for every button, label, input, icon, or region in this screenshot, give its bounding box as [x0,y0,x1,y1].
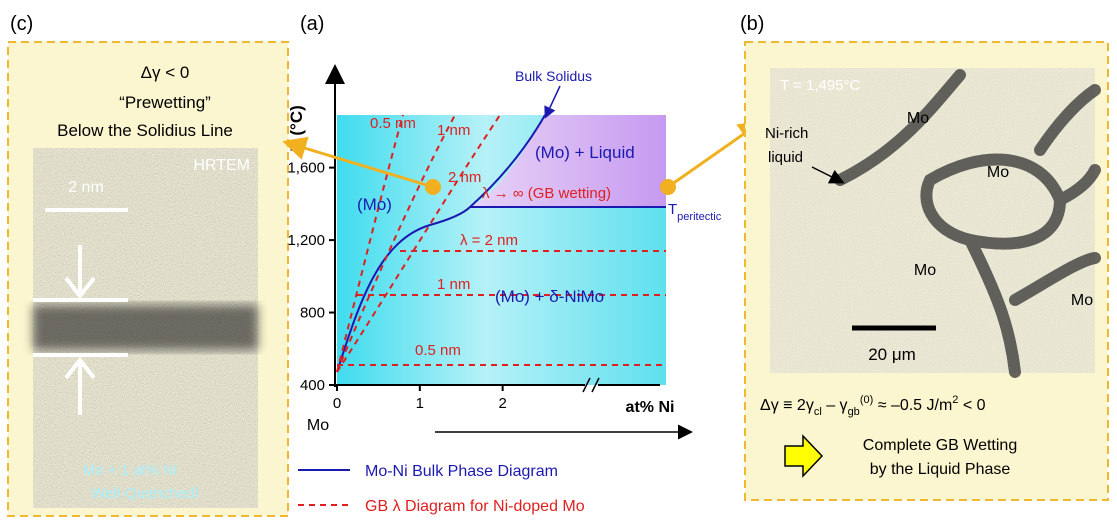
y-tick-label: 1,600 [287,160,325,177]
phase-label: (Mo) [357,195,392,214]
eq-sub: cl [814,406,822,418]
t-main: T [668,201,677,218]
condition: “Prewetting” [119,93,211,112]
scale-label: 20 μm [868,345,916,364]
scale-label: 2 nm [68,179,104,196]
figure: (c) Δγ < 0 “Prewetting” Below the Solidi… [0,0,1117,519]
gb-label: 2 nm [448,169,481,186]
conclusion: by the Liquid Phase [870,461,1011,478]
eq-part: ≈ –0.5 J/m [873,397,952,414]
grain-label: Mo [1071,292,1093,309]
y-tick-label: 1,200 [287,232,325,249]
caption: Mo + 1 at% Ni [83,462,178,479]
t-sub: peritectic [677,211,722,223]
eq-part: – γ [822,397,848,414]
eq-part: Δγ ≡ 2γ [760,397,814,414]
condition: Δγ < 0 [141,63,190,82]
gb-label: 1 nm [437,276,470,293]
panel-label: (c) [10,13,33,35]
x-tick-label: 1 [416,395,424,412]
ni-rich-label: liquid [768,149,803,166]
grain-label: Mo [907,110,929,127]
eq-part: < 0 [958,397,985,414]
gb-label: λ = 2 nm [460,232,518,249]
panel-label: (b) [740,13,764,35]
x-axis-label: at% Ni [626,399,675,416]
ni-rich-label: Ni-rich [765,125,808,142]
x-tick-label: 0 [333,395,341,412]
legend-label: Mo-Ni Bulk Phase Diagram [365,463,558,480]
phase-label: (Mo) + δ-NiMo [495,287,604,306]
eq-sub: gb [848,406,860,418]
y-tick-label: 800 [300,305,325,322]
pointer [546,86,560,116]
image-label: HRTEM [193,157,250,174]
condition: Below the Solidius Line [57,121,233,140]
grain-label: Mo [987,164,1009,181]
conclusion: Complete GB Wetting [863,437,1017,454]
gb-label: 0.5 nm [370,115,416,132]
gb-label: λ → ∞ (GB wetting) [482,185,611,202]
y-tick-label: 400 [300,377,325,394]
x-tick-label: 2 [498,395,506,412]
phase-label: (Mo) + Liquid [535,143,635,162]
eq-sup: (0) [860,394,873,406]
caption: Well-Quenched! [91,485,198,502]
dark-band [33,305,258,350]
origin-label: Mo [307,417,329,434]
temperature: T = 1,495°C [780,77,861,94]
gb-label: 1 nm [437,122,470,139]
callout-dot [425,179,441,195]
callout-dot [660,179,676,195]
gb-label: 0.5 nm [415,342,461,359]
legend-label: GB λ Diagram for Ni-doped Mo [365,498,585,515]
peritectic-label: Tperitectic [668,201,722,223]
solidus-label: Bulk Solidus [515,68,592,84]
grain-label: Mo [914,262,936,279]
panel-label: (a) [300,13,324,35]
